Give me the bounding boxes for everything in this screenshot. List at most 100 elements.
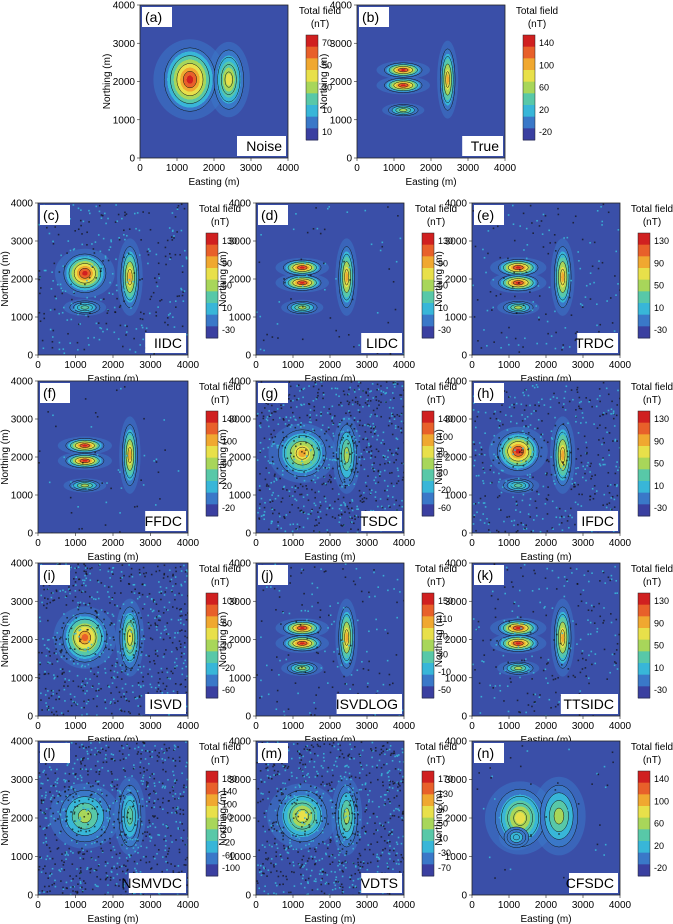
contour-line [502, 436, 535, 467]
noise-speck [323, 262, 325, 265]
noise-speck [38, 278, 41, 281]
noise-speck [393, 485, 395, 487]
noise-speck [348, 468, 350, 471]
contour-line [80, 305, 90, 310]
noise-speck [86, 782, 88, 785]
noise-speck [120, 710, 123, 712]
noise-speck [374, 476, 377, 479]
y-axis-label: Northing (m) [0, 612, 11, 668]
y-tick-label: 3000 [330, 39, 353, 50]
noise-speck [138, 696, 141, 698]
colorbar-units: (nT) [311, 19, 329, 30]
contour-line [340, 800, 353, 833]
anomaly-lump [278, 429, 327, 477]
noise-speck [154, 504, 157, 506]
noise-speck [318, 465, 320, 467]
noise-speck [554, 241, 557, 244]
noise-speck [135, 742, 138, 745]
contour-line [65, 796, 105, 836]
noise-speck [60, 287, 63, 290]
noise-speck [385, 392, 388, 394]
noise-speck [546, 587, 548, 590]
noise-speck [52, 329, 55, 332]
colorbar-tick-label: 50 [438, 281, 448, 291]
noise-speck [596, 427, 599, 429]
noise-speck [520, 627, 522, 630]
noise-speck [550, 473, 553, 476]
noise-speck [77, 566, 80, 569]
noise-speck [604, 463, 606, 466]
noise-speck [548, 698, 551, 701]
colorbar-tick-label: 50 [222, 281, 232, 291]
noise-speck [67, 332, 69, 335]
noise-speck [294, 682, 297, 684]
noise-speck [87, 808, 89, 811]
noise-speck [607, 211, 610, 214]
y-tick-label: 2000 [229, 635, 252, 646]
noise-speck [382, 683, 385, 686]
noise-speck [369, 415, 372, 418]
noise-speck [387, 632, 389, 635]
noise-speck [601, 220, 604, 223]
noise-speck [155, 311, 157, 314]
noise-speck [602, 413, 605, 416]
noise-speck [306, 231, 309, 234]
noise-speck [186, 884, 188, 886]
noise-speck [113, 698, 115, 701]
noise-speck [47, 598, 49, 600]
noise-speck [312, 428, 314, 430]
colorbar-swatch [638, 663, 650, 676]
noise-speck [358, 381, 360, 383]
noise-speck [510, 415, 513, 417]
noise-speck [93, 252, 96, 254]
x-tick-label: 2000 [102, 360, 125, 371]
noise-speck [358, 456, 360, 459]
colorbar-frame [637, 410, 651, 517]
noise-speck [161, 758, 164, 760]
noise-speck [129, 791, 132, 794]
colorbar-tick-label: -20 [222, 663, 235, 673]
y-tick-label: 4000 [229, 199, 252, 210]
noise-speck [541, 398, 543, 401]
noise-speck [163, 572, 166, 575]
noise-speck [82, 582, 85, 584]
colorbar-swatch [306, 128, 318, 141]
noise-speck [110, 240, 113, 243]
noise-speck [145, 800, 148, 803]
noise-speck [305, 484, 307, 487]
noise-speck [580, 461, 583, 464]
noise-speck [348, 411, 351, 414]
noise-speck [571, 483, 574, 485]
contour-line [398, 67, 409, 73]
noise-speck [499, 256, 502, 259]
colorbar-tick-label: 130 [654, 236, 669, 246]
noise-speck [67, 632, 69, 635]
noise-speck [161, 692, 164, 694]
noise-speck [379, 475, 381, 477]
noise-speck [523, 409, 526, 411]
noise-speck [167, 800, 170, 802]
noise-speck [580, 600, 583, 603]
noise-speck [506, 516, 508, 518]
noise-speck [529, 473, 531, 476]
noise-speck [319, 504, 322, 507]
noise-speck [159, 619, 161, 622]
noise-speck [45, 655, 48, 657]
noise-speck [617, 229, 620, 231]
noise-speck [545, 614, 548, 617]
noise-speck [89, 753, 92, 756]
noise-speck [505, 566, 508, 569]
noise-speck [522, 493, 525, 496]
noise-speck [76, 606, 79, 609]
noise-speck [259, 426, 262, 429]
plot-area [38, 381, 188, 533]
noise-speck [150, 598, 153, 601]
noise-speck [295, 620, 298, 623]
noise-speck [79, 867, 82, 869]
noise-speck [81, 768, 83, 770]
noise-speck [400, 427, 403, 430]
noise-speck [122, 654, 125, 657]
noise-speck [391, 496, 394, 498]
x-tick-label: 4000 [393, 360, 416, 371]
noise-speck [122, 767, 125, 770]
